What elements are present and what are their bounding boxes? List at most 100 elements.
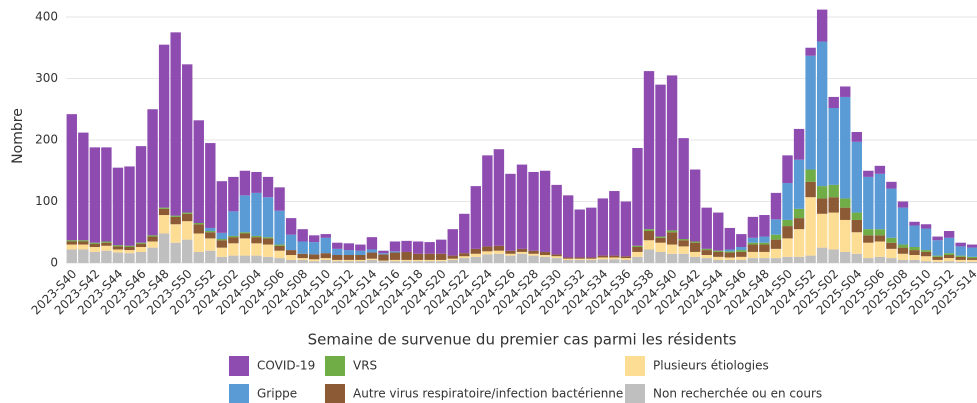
bar-segment (689, 169, 701, 242)
bar-segment (874, 165, 886, 174)
bar-segment (586, 207, 597, 258)
bar-segment (343, 250, 355, 256)
bar-segment (101, 241, 112, 243)
bar-segment (297, 258, 308, 260)
bar-segment (736, 250, 747, 252)
bar-segment (274, 210, 285, 245)
bar-segment (274, 187, 285, 211)
bar-segment (505, 255, 516, 263)
bar-segment (262, 197, 274, 238)
bar-segment (816, 186, 828, 199)
bar-segment (851, 232, 862, 254)
bar-segment (332, 259, 343, 262)
bar-segment (816, 9, 828, 42)
bar-segment (355, 261, 366, 263)
bar-segment (793, 159, 805, 209)
bar-segment (516, 164, 528, 249)
bar-segment (66, 249, 77, 263)
bar-segment (909, 247, 920, 251)
bar-segment (886, 258, 897, 263)
bar-segment (793, 208, 805, 219)
bar-segment (355, 244, 366, 251)
bar-segment (920, 261, 932, 263)
legend-swatch (229, 384, 249, 403)
bar-segment (158, 207, 170, 209)
bar-segment (967, 258, 977, 260)
bar-segment (805, 47, 816, 56)
bar-segment (609, 257, 620, 260)
bar-segment (632, 247, 643, 252)
bar-segment (251, 255, 262, 263)
bar-segment (528, 250, 539, 254)
bar-segment (170, 32, 181, 216)
bar-segment (701, 207, 712, 249)
bar-segment (124, 250, 135, 254)
bar-segment (828, 96, 839, 109)
bar-segment (597, 257, 609, 260)
bar-segment (643, 249, 655, 263)
bar-segment (736, 251, 747, 257)
bar-segment (747, 242, 759, 245)
bar-segment (135, 247, 147, 252)
bar-segment (863, 176, 874, 230)
bar-segment (412, 261, 424, 263)
bar-segment (562, 257, 574, 259)
bar-segment (863, 170, 874, 177)
bar-segment (909, 255, 920, 260)
bar-segment (216, 240, 228, 248)
bar-segment (562, 259, 574, 263)
bar-segment (955, 255, 966, 257)
y-tick-label: 0 (50, 256, 58, 270)
bar-segment (112, 246, 124, 250)
bar-segment (874, 235, 886, 242)
bar-segment (793, 256, 805, 263)
bar-segment (701, 250, 712, 256)
bar-segment (539, 170, 551, 252)
bar-segment (343, 255, 355, 260)
bar-segment (689, 251, 701, 257)
bar-segment (228, 237, 239, 244)
legend-swatch (325, 384, 345, 403)
legend-swatch (625, 356, 645, 376)
bar-segment (78, 240, 89, 242)
bar-segment (586, 258, 597, 260)
bar-segment (759, 236, 770, 243)
bar-segment (920, 224, 932, 229)
bar-segment (920, 256, 932, 262)
bar-segment (135, 242, 147, 244)
bar-segment (632, 245, 643, 248)
bar-segment (620, 256, 632, 259)
bar-segment (101, 147, 112, 242)
bar-segment (943, 237, 955, 254)
bar-segment (897, 253, 909, 260)
bar-segment (89, 251, 101, 263)
bar-segment (643, 231, 655, 241)
bar-segment (285, 218, 297, 235)
bar-segment (262, 237, 274, 239)
bar-segment (193, 223, 204, 225)
bar-segment (389, 241, 401, 252)
bar-segment (89, 243, 101, 248)
bar-segment (412, 253, 424, 260)
bar-segment (493, 253, 505, 263)
bar-segment (135, 251, 147, 263)
bar-segment (262, 256, 274, 263)
bar-segment (805, 255, 816, 263)
bar-segment (655, 237, 666, 243)
bar-segment (158, 208, 170, 216)
bar-segment (816, 213, 828, 248)
bar-segment (401, 240, 412, 252)
bar-segment (897, 207, 909, 245)
bar-segment (701, 255, 712, 259)
x-axis-title: Semaine de survenue du premier cas parmi… (308, 331, 737, 349)
bar-segment (863, 229, 874, 236)
bar-segment (528, 171, 539, 251)
bar-segment (897, 201, 909, 208)
bar-segment (193, 120, 204, 224)
bar-segment (689, 242, 701, 252)
bar-segment (470, 186, 482, 249)
bar-segment (251, 192, 262, 236)
legend-label: Autre virus respiratoire/infection bacté… (353, 387, 623, 401)
bar-segment (863, 258, 874, 263)
bar-segment (597, 198, 609, 256)
